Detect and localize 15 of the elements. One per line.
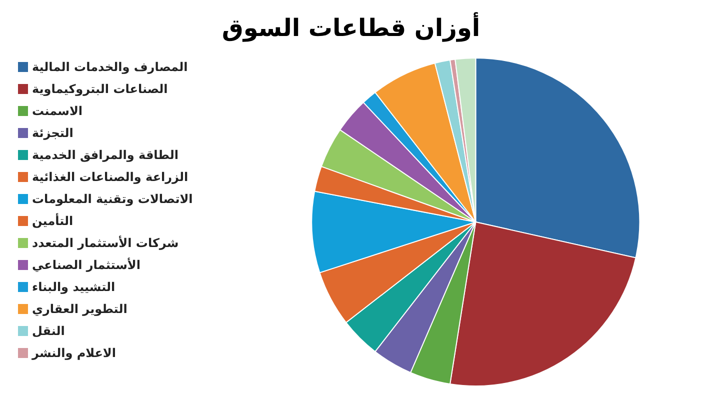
legend-label: النقل bbox=[32, 324, 65, 338]
legend-label: الاعلام والنشر bbox=[32, 346, 116, 360]
legend-label: الأستثمار الصناعي bbox=[32, 258, 140, 272]
chart-title: أوزان قطاعات السوق bbox=[220, 11, 482, 44]
legend-label: الطاقة والمرافق الخدمية bbox=[32, 148, 178, 162]
legend-label: التشييد والبناء bbox=[32, 280, 116, 294]
legend-label: التطوير العقاري bbox=[32, 302, 128, 316]
legend-label: شركات الأستثمار المتعدد bbox=[32, 236, 179, 250]
legend-label: المصارف والخدمات المالية bbox=[32, 60, 188, 74]
legend-label: الاسمنت bbox=[32, 104, 82, 118]
legend-label: التجزئة bbox=[32, 126, 74, 140]
legend-label: الاتصالات وتقنية المعلومات bbox=[32, 192, 193, 206]
legend-label: الزراعة والصناعات الغذائية bbox=[32, 170, 188, 184]
legend-label: التأمين bbox=[32, 214, 74, 228]
legend-label: الصناعات البتروكيماوية bbox=[32, 82, 168, 96]
